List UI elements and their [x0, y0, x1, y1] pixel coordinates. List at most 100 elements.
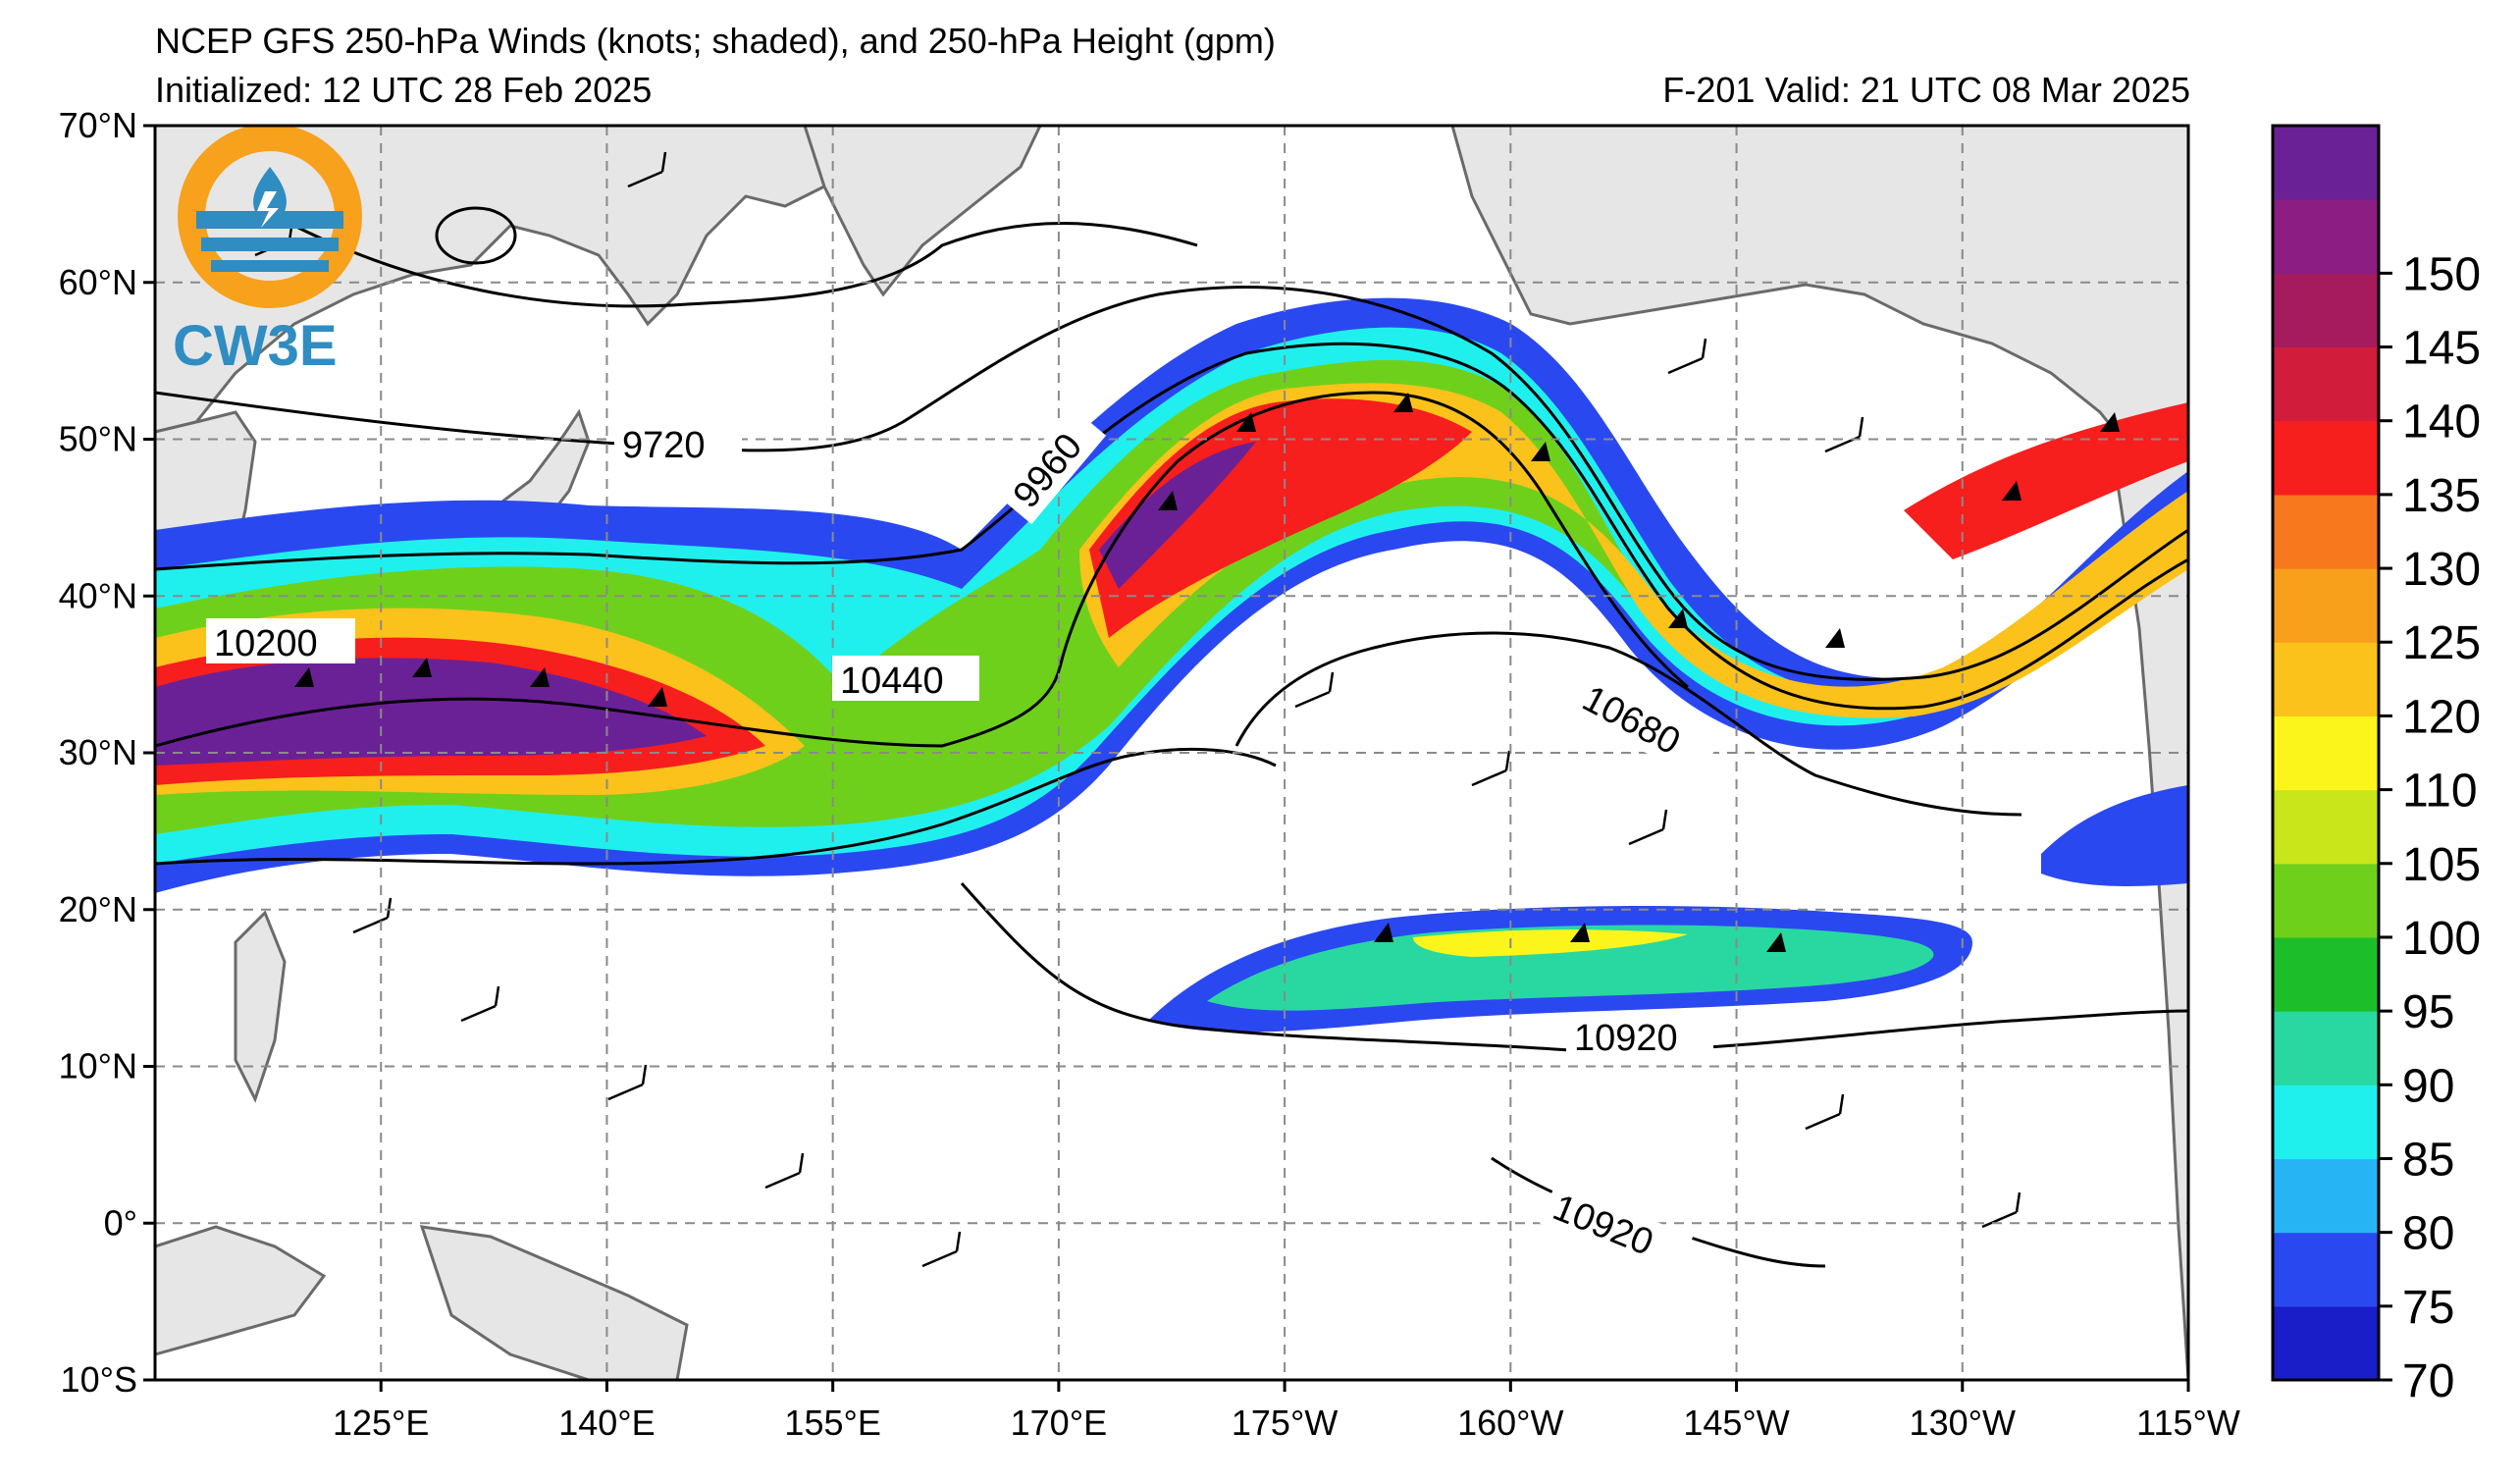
contour-line [1234, 631, 2022, 817]
wind-barbs [254, 151, 2021, 1268]
wind-barb [1981, 1192, 2021, 1229]
contour-closed-low [435, 206, 517, 265]
cw3e-logo: CW3E [173, 126, 362, 378]
colorbar-label: 120 [2402, 691, 2481, 743]
colorbar-segment [2273, 1158, 2379, 1234]
wind-flag [1531, 442, 1550, 461]
colorbar-label: 110 [2402, 766, 2478, 818]
contour-label-9720: 9720 [622, 425, 706, 466]
map-area: 9720 9960 10200 10440 10680 10920 10920 [155, 126, 2188, 1380]
lon-tick-label: 145°W [1683, 1403, 1789, 1443]
shading-band-east-jet [2041, 785, 2188, 886]
colorbar-segment [2273, 126, 2379, 200]
colorbar-segment [2273, 863, 2379, 938]
colorbar-label: 145 [2402, 323, 2481, 375]
valid-time: F-201 Valid: 21 UTC 08 Mar 2025 [1662, 70, 2190, 110]
logo-ring [178, 126, 362, 308]
lon-tick-label: 170°E [1011, 1403, 1107, 1443]
wind-barb [607, 1064, 648, 1101]
contour-label-10200: 10200 [214, 623, 318, 664]
wind-flag [2002, 481, 2021, 501]
lat-tick-label: 0° [104, 1202, 137, 1243]
contour-label-10440: 10440 [840, 661, 944, 702]
longitude-axis: 125°E 140°E 155°E 170°E 175°W 160°W 145°W 130°W… [333, 1380, 2240, 1443]
wind-barb [921, 1231, 962, 1268]
colorbar-label: 85 [2402, 1134, 2454, 1186]
colorbar-label: 135 [2402, 470, 2481, 522]
colorbar: 70 75 80 85 90 95 100 105 110 120 125 130 135 140 145 1… [2271, 124, 2481, 1407]
wind-flag [648, 687, 667, 707]
colorbar-label: 105 [2402, 839, 2481, 891]
lat-tick-label: 60°N [59, 262, 137, 302]
colorbar-segment [2273, 789, 2379, 865]
wind-flag [1766, 932, 1786, 952]
colorbar-segment [2273, 568, 2379, 643]
contour-label-bg [996, 406, 1107, 525]
land-indonesia [155, 1225, 327, 1356]
lat-tick-label: 10°S [61, 1359, 137, 1400]
colorbar-segment [2273, 1232, 2379, 1307]
contour-line [155, 391, 1689, 748]
contour-label-bg [206, 618, 355, 663]
shading-band-135 [155, 398, 2188, 785]
logo-text: CW3E [173, 314, 338, 378]
wind-barb [460, 985, 500, 1023]
contour-line [155, 342, 2188, 711]
shading-band-sub-jet-inner [1207, 925, 1934, 1011]
wind-flag [1570, 923, 1590, 942]
wind-barb [1294, 671, 1335, 709]
colorbar-label: 130 [2402, 544, 2481, 596]
lon-tick-label: 115°W [2136, 1403, 2240, 1443]
shading-band-150 [155, 442, 1256, 766]
colorbar-label: 125 [2402, 617, 2481, 669]
colorbar-segment [2273, 199, 2379, 274]
jet-flags [294, 393, 2120, 952]
colorbar-label: 100 [2402, 913, 2481, 965]
colorbar-segment [2273, 1011, 2379, 1086]
wind-flag [530, 667, 550, 687]
contour-label-bg [1566, 1013, 1713, 1058]
lat-tick-label: 50°N [59, 419, 137, 459]
wind-barb [352, 897, 393, 934]
lat-tick-label: 30°N [59, 732, 137, 772]
lat-tick-label: 40°N [59, 575, 137, 615]
colorbar-segment [2273, 420, 2379, 496]
colorbar-segment [2273, 715, 2379, 791]
land-philippines [234, 910, 287, 1103]
initialized-time: Initialized: 12 UTC 28 Feb 2025 [155, 70, 653, 110]
colorbar-label: 150 [2402, 248, 2481, 300]
contour-line [155, 747, 1277, 866]
contour-label-bg [1539, 1181, 1694, 1279]
colorbar-label: 80 [2402, 1208, 2454, 1260]
lon-tick-label: 125°E [333, 1403, 429, 1443]
colorbar-label: 90 [2402, 1060, 2454, 1112]
colorbar-segment [2273, 1305, 2379, 1381]
shading-band-sub-jet-core [1413, 929, 1688, 957]
contour-line [155, 286, 2188, 681]
wind-barb [1805, 1093, 1845, 1131]
colorbar-label: 140 [2402, 397, 2481, 449]
colorbar-segment [2273, 346, 2379, 422]
contour-line [293, 222, 1198, 308]
wind-barb [627, 151, 667, 188]
land-asia-north [155, 126, 866, 434]
colorbar-frame [2271, 124, 2381, 1382]
colorbar-segment [2273, 1085, 2379, 1160]
colorbar-segment [2273, 642, 2379, 717]
wind-barb [764, 1152, 805, 1190]
logo-bolt-icon [257, 191, 279, 228]
wind-flag [1236, 412, 1256, 432]
contour-label-bg [832, 656, 979, 701]
contour-label-bg [614, 420, 742, 465]
wind-flag [412, 658, 432, 677]
colorbar-segment [2273, 494, 2379, 569]
lat-tick-label: 20°N [59, 889, 137, 929]
lon-tick-label: 130°W [1910, 1403, 2016, 1443]
logo-wave-bar [211, 260, 329, 272]
map-title: NCEP GFS 250-hPa Winds (knots; shaded), … [155, 21, 1276, 61]
wind-barb [1471, 750, 1511, 787]
wind-flag [1825, 628, 1845, 648]
gridlines [155, 126, 2188, 1380]
latitude-axis: 70°N 60°N 50°N 40°N 30°N 20°N 10°N 0° 10°S [59, 105, 155, 1400]
